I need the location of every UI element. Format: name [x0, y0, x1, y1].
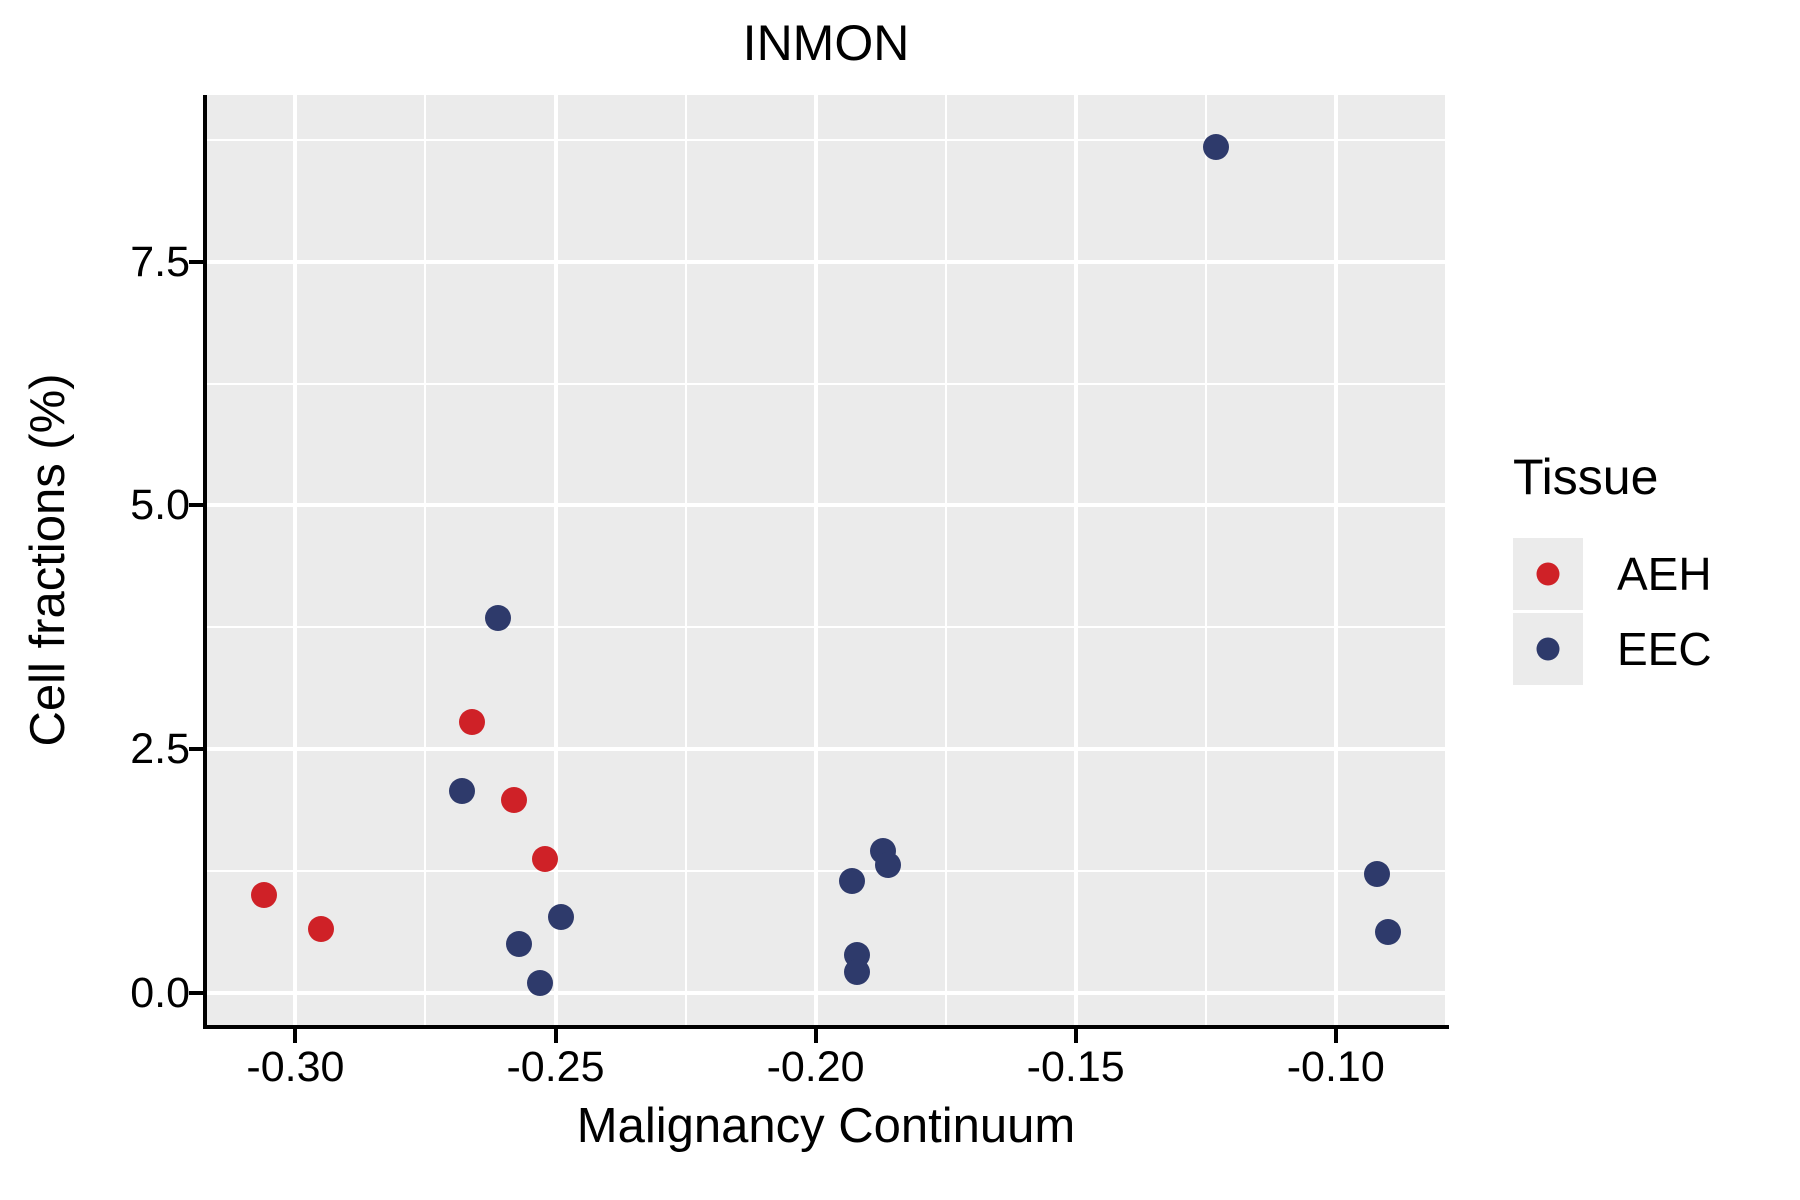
- data-point-aeh: [308, 916, 335, 943]
- data-point-eec: [506, 931, 533, 958]
- data-point-eec: [448, 778, 475, 805]
- x-tick-mark: [553, 1029, 558, 1043]
- y-tick-mark: [189, 747, 203, 752]
- major-gridline-vertical: [813, 95, 818, 1025]
- data-point-aeh: [532, 846, 559, 873]
- y-tick-label: 7.5: [130, 237, 190, 286]
- major-gridline-vertical: [553, 95, 558, 1025]
- y-tick-mark: [189, 990, 203, 995]
- data-point-eec: [485, 604, 512, 631]
- eec-dot-icon: [1536, 637, 1560, 661]
- legend-label-aeh: AEH: [1617, 548, 1712, 600]
- y-tick-label: 5.0: [130, 481, 190, 530]
- x-tick-label: -0.15: [1026, 1043, 1125, 1091]
- minor-gridline-vertical: [944, 95, 947, 1025]
- x-tick-label: -0.20: [766, 1043, 865, 1091]
- minor-gridline-horizontal: [207, 138, 1445, 141]
- x-tick-mark: [1333, 1029, 1338, 1043]
- legend-key-box: [1513, 538, 1583, 610]
- data-point-aeh: [459, 708, 486, 735]
- aeh-dot-icon: [1536, 562, 1560, 586]
- x-axis-line: [203, 1025, 1449, 1029]
- major-gridline-vertical: [293, 95, 298, 1025]
- y-tick-mark: [189, 259, 203, 264]
- x-tick-mark: [1073, 1029, 1078, 1043]
- minor-gridline-horizontal: [207, 869, 1445, 872]
- x-tick-mark: [813, 1029, 818, 1043]
- minor-gridline-vertical: [684, 95, 687, 1025]
- y-tick-label: 0.0: [130, 968, 190, 1017]
- data-point-eec: [526, 970, 553, 997]
- y-axis-title: Cell fractions (%): [21, 373, 75, 747]
- major-gridline-horizontal: [207, 503, 1445, 508]
- minor-gridline-horizontal: [207, 626, 1445, 629]
- minor-gridline-vertical: [424, 95, 427, 1025]
- data-point-eec: [875, 852, 902, 879]
- data-point-eec: [1364, 860, 1391, 887]
- data-point-eec: [839, 867, 865, 894]
- data-point-eec: [1203, 133, 1230, 160]
- x-tick-label: -0.10: [1286, 1043, 1385, 1091]
- x-tick-mark: [293, 1029, 298, 1043]
- legend-entry-aeh: AEH: [1513, 538, 1712, 610]
- x-axis-title: Malignancy Continuum: [576, 1099, 1076, 1153]
- legend-entry-eec: EEC: [1513, 613, 1712, 685]
- major-gridline-vertical: [1333, 95, 1338, 1025]
- chart-title: INMON: [742, 15, 910, 71]
- x-tick-label: -0.25: [506, 1043, 605, 1091]
- data-point-aeh: [251, 882, 278, 909]
- minor-gridline-horizontal: [207, 382, 1445, 385]
- data-point-eec: [547, 903, 574, 930]
- y-axis-line: [203, 95, 207, 1029]
- major-gridline-horizontal: [207, 259, 1445, 264]
- legend-title: Tissue: [1513, 449, 1659, 505]
- major-gridline-vertical: [1073, 95, 1078, 1025]
- plot-panel: [207, 95, 1445, 1025]
- minor-gridline-vertical: [1204, 95, 1207, 1025]
- major-gridline-horizontal: [207, 747, 1445, 752]
- legend-label-eec: EEC: [1617, 623, 1712, 675]
- legend-key-box: [1513, 613, 1583, 685]
- data-point-eec: [1374, 919, 1401, 946]
- x-tick-label: -0.30: [246, 1043, 345, 1091]
- y-tick-label: 2.5: [130, 725, 190, 774]
- major-gridline-horizontal: [207, 990, 1445, 995]
- data-point-eec: [844, 959, 871, 986]
- y-tick-mark: [189, 503, 203, 508]
- data-point-aeh: [500, 786, 527, 813]
- legend: Tissue AEH EEC: [1513, 450, 1712, 688]
